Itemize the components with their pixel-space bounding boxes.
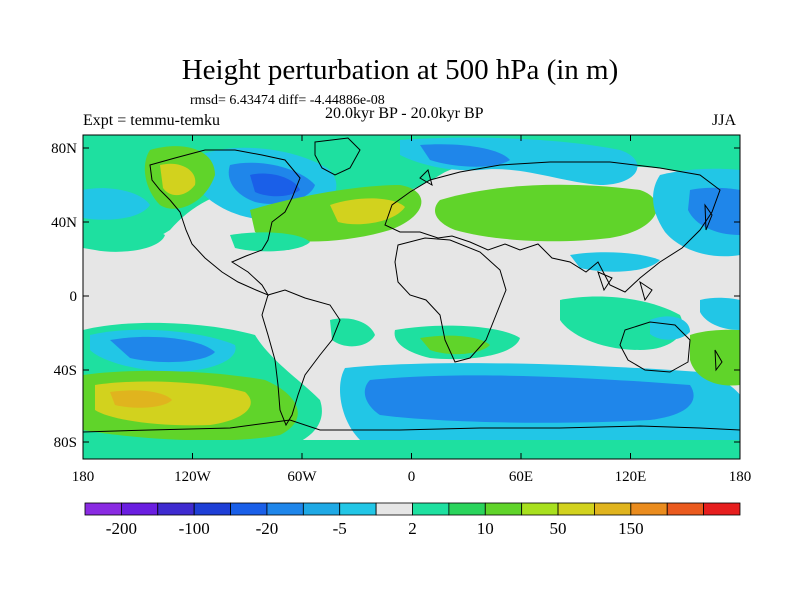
field-region (700, 297, 740, 330)
field-region (83, 440, 740, 459)
longitude-axis: 180 120W 60W 0 60E 120E 180 (72, 135, 752, 485)
lon-label: 180 (72, 469, 95, 485)
field-region (230, 232, 310, 252)
lat-label: 80N (51, 141, 77, 157)
lon-label: 180 (729, 469, 752, 485)
stats-text: rmsd= 6.43474 diff= -4.44886e-08 (190, 93, 385, 108)
lat-label: 0 (70, 289, 78, 305)
field-region (420, 144, 510, 167)
colorbar: -200 -100 -20 -5 2 10 50 150 (84, 502, 741, 538)
colorbar-label: 50 (550, 519, 567, 538)
experiment-label: Expt = temmu-temku (83, 112, 220, 129)
colorbar-swatch (230, 502, 268, 516)
coastline-australia (619, 321, 691, 373)
coastline-antarctica (83, 419, 740, 433)
coastlines (83, 137, 740, 433)
field-region (560, 296, 683, 350)
colorbar-label: -200 (106, 519, 137, 538)
lat-label: 40N (51, 215, 77, 231)
colorbar-swatch (557, 502, 595, 516)
coastline-south-america (261, 289, 341, 427)
colorbar-swatch (375, 502, 413, 516)
coastline-africa (394, 237, 507, 363)
lon-label: 120W (174, 469, 212, 485)
colorbar-swatch (193, 502, 231, 516)
latitude-axis: 80N 40N 0 40S 80S (51, 141, 740, 451)
coastline-north-america (149, 149, 301, 297)
colorbar-swatch (120, 502, 159, 516)
coastline-greenland (314, 137, 361, 176)
colorbar-swatch (302, 502, 341, 516)
colorbar-swatch (339, 502, 377, 516)
lat-label: 40S (54, 363, 77, 379)
colorbar-swatch (412, 502, 450, 516)
colorbar-swatch (266, 502, 304, 516)
field-region (83, 188, 150, 220)
season-label: JJA (712, 112, 737, 129)
field-region (420, 335, 490, 355)
colorbar-label: -20 (256, 519, 279, 538)
colorbar-swatch (594, 502, 632, 516)
colorbar-swatch (448, 502, 486, 516)
colorbar-label: -100 (179, 519, 210, 538)
field-region (330, 318, 375, 347)
map-field (83, 135, 740, 459)
colorbar-label: 2 (408, 519, 417, 538)
colorbar-swatch (703, 502, 741, 516)
field-region (330, 198, 405, 225)
coastline-eurasia (384, 161, 721, 293)
field-region (110, 390, 172, 408)
field-region (650, 316, 690, 340)
lon-label: 60E (509, 469, 533, 485)
field-region (110, 336, 215, 363)
field-region (83, 223, 165, 252)
colorbar-label: 10 (477, 519, 494, 538)
colorbar-swatch (666, 502, 705, 516)
lon-label: 60W (287, 469, 317, 485)
colorbar-swatch (521, 502, 559, 516)
colorbar-label: 150 (618, 519, 644, 538)
field-region (250, 173, 300, 197)
plot-title: Height perturbation at 500 hPa (in m) (181, 54, 619, 86)
colorbar-label: -5 (333, 519, 347, 538)
field-region (435, 184, 657, 242)
field-region (160, 163, 196, 196)
coastline-islands (419, 169, 723, 372)
colorbar-swatch (630, 502, 668, 516)
colorbar-swatch (484, 502, 523, 516)
field-region (688, 187, 740, 235)
period-label: 20.0kyr BP - 20.0kyr BP (325, 105, 484, 122)
colorbar-swatch (84, 502, 122, 516)
field-region (364, 375, 694, 423)
lat-label: 80S (54, 435, 77, 451)
lon-label: 0 (408, 469, 416, 485)
lon-label: 120E (615, 469, 647, 485)
colorbar-swatch (157, 502, 195, 516)
